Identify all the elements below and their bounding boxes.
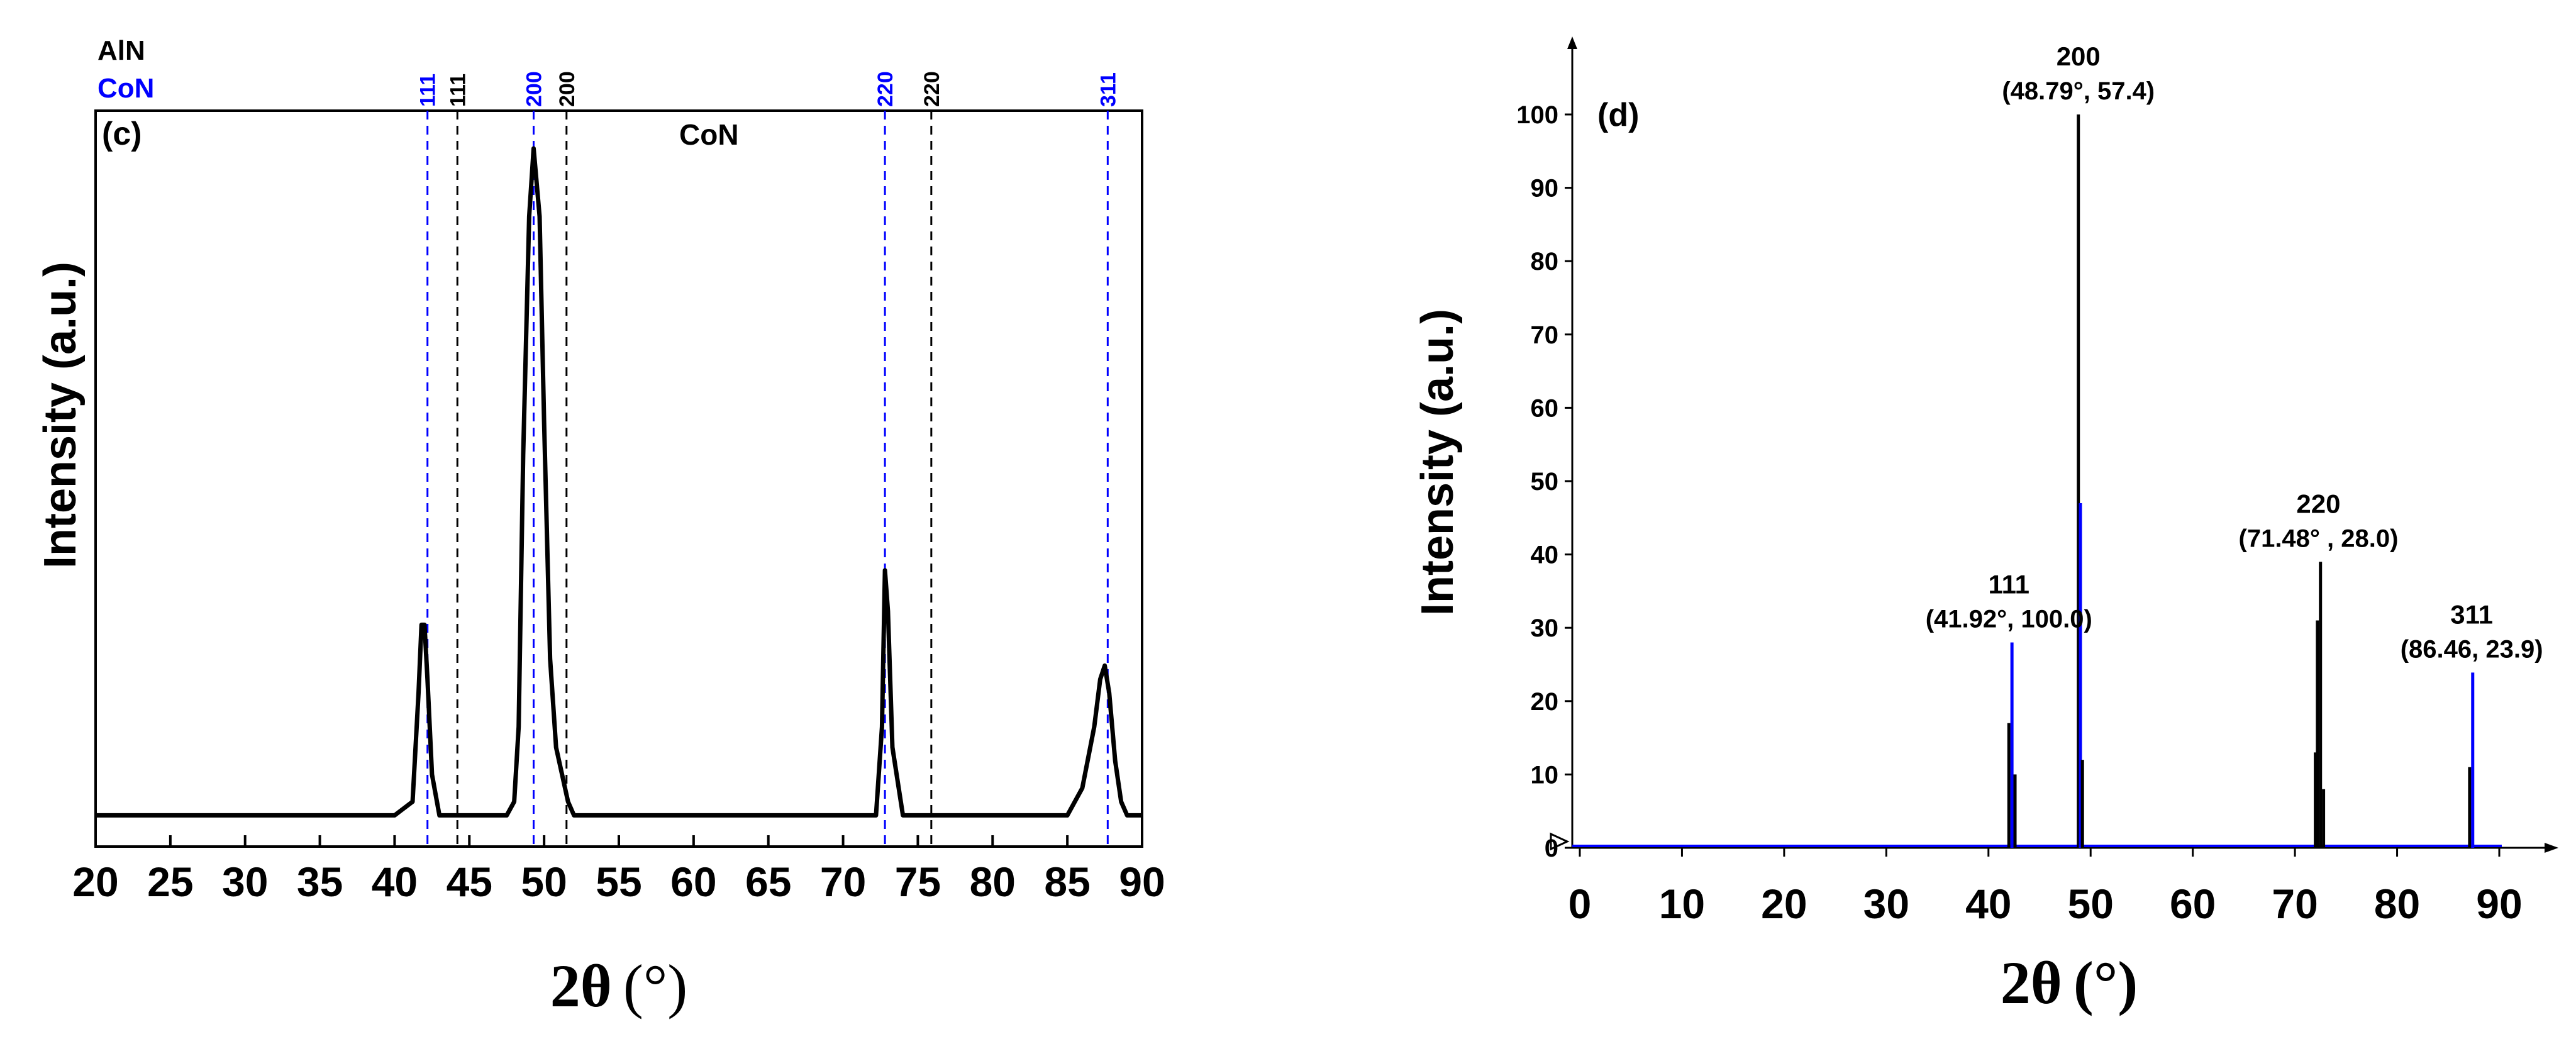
panel-c-ylabel: Intensity (a.u.) [35,262,86,569]
panel-d-ytick-label: 90 [1531,175,1559,203]
panel-c-reference-label-aln-220: 220 [920,71,944,107]
panel-d-xlabel-main: 2θ [2001,949,2062,1016]
panel-d-peak-annotation-coords: (86.46, 23.9) [2401,635,2543,663]
panel-c-legend-aln: AlN [97,35,145,66]
panel-c-reference-label-con-111: 111 [416,74,440,107]
panel-d-xtick-label: 20 [1761,881,1807,927]
panel-d-peak-annotation-hkl: 311 [2450,599,2493,629]
panel-d-ytick-label: 10 [1531,761,1559,789]
panel-d-xtick-label: 30 [1863,881,1909,927]
panel-c-xtick-label: 70 [820,858,866,905]
panel-d-xlabel: 2θ (°) [2001,949,2138,1016]
panel-c-xtick-label: 30 [222,858,268,905]
panel-c-xtick-label: 50 [521,858,567,905]
panel-c-xtick-label: 75 [895,858,941,905]
panel-c-xtick-label: 65 [745,858,791,905]
panel-c-title: CoN [679,118,739,151]
panel-d-ytick-label: 60 [1531,394,1559,422]
panel-d-ytick-label: 40 [1531,542,1559,569]
panel-c-diffraction-curve [96,146,1142,818]
panel-c-xtick-label: 20 [72,858,118,905]
panel-d-peak-annotation-coords: (71.48° , 28.0) [2239,525,2399,552]
panel-d-xtick-label: 70 [2272,881,2318,927]
panel-c-xtick-label: 55 [596,858,641,905]
panel-c-xlabel-unit: (°) [623,952,687,1020]
panel-d-xtick-label: 90 [2476,881,2522,927]
panel-d-peak-annotation-hkl: 220 [2296,489,2340,518]
panel-d-y-arrow [1567,36,1577,49]
panel-d-ytick-label: 20 [1531,688,1559,716]
panel-c-reference-label-con-220: 220 [874,71,897,107]
panel-d-xtick-label: 40 [1965,881,2011,927]
panel-c-plot-area [94,109,1143,848]
panel-d-ytick-label: 80 [1531,248,1559,275]
panel-d-xtick-label: 80 [2374,881,2420,927]
panel-c-reference-label-con-311: 311 [1096,72,1120,107]
panel-d-ytick-label: 0 [1545,835,1558,862]
panel-d-xtick-label: 10 [1659,881,1705,927]
panel-c-xlabel: 2θ (°) [550,952,687,1020]
panel-d-xtick-label: 0 [1568,881,1592,927]
panel-d-peak-annotation-hkl: 111 [1989,570,2029,599]
panel-c-xlabel-main: 2θ [550,952,612,1020]
panel-c-label: (c) [102,116,142,152]
panel-d-ytick-label: 50 [1531,468,1559,496]
panel-c-reference-label-con-200: 200 [523,71,547,107]
panel-d-ylabel: Intensity (a.u.) [1413,309,1463,616]
panel-c-xtick-label: 60 [670,858,716,905]
panel-d-xtick-label: 50 [2068,881,2114,927]
panel-c-xtick-label: 35 [297,858,343,905]
panel-d-x-arrow [2545,843,2558,853]
panel-d-peak-annotation-hkl: 200 [2057,42,2101,71]
panel-c-reference-label-aln-200: 200 [555,71,579,107]
panel-c-xtick-label: 80 [970,858,1016,905]
panel-c-xtick-label: 25 [147,858,193,905]
panel-d-label: (d) [1597,97,1639,133]
panel-c-xtick-label: 90 [1119,858,1165,905]
panel-d-peak-annotation-coords: (48.79°, 57.4) [2002,77,2155,105]
panel-d-xtick-label: 60 [2170,881,2216,927]
panel-d-xlabel-unit: (°) [2074,949,2138,1016]
panel-d-peak-annotation-coords: (41.92°, 100.0) [1926,606,2092,633]
panel-c-xtick-label: 85 [1044,858,1090,905]
panel-c: 111 111 200 200 220 220 311 20 25 30 35 40 45 50 55 60… [35,35,1165,1020]
panel-c-xtick-label: 45 [447,858,492,905]
panel-d-ytick-label: 70 [1531,321,1559,349]
panel-d: 0 10 20 30 40 50 60 70 80 90 100 0 10 20 30 40 50 60 70 80… [1413,36,2558,1016]
panel-d-origin-marker [1550,832,1570,851]
panel-c-legend-con: CoN [97,73,154,104]
panel-d-ytick-label: 100 [1516,101,1558,129]
panel-c-xtick-label: 40 [372,858,418,905]
panel-d-ytick-label: 30 [1531,614,1559,642]
panel-c-reference-label-aln-111: 111 [446,74,470,107]
